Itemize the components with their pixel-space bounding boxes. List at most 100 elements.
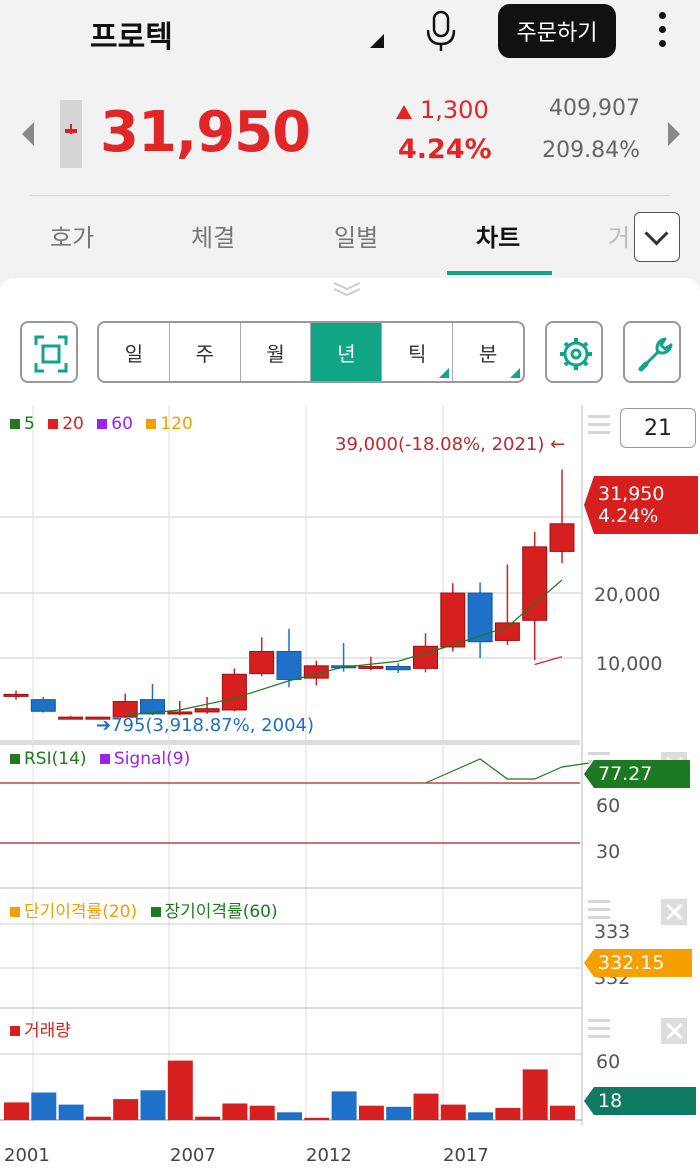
panel-separator <box>0 740 580 745</box>
volume-bar <box>522 1069 548 1120</box>
ma-legend-60: 60 <box>111 414 133 434</box>
rsi-legend-label: RSI(14) <box>24 749 87 769</box>
volume-bar <box>413 1093 439 1120</box>
menu-icon[interactable] <box>588 900 610 924</box>
candle-body <box>249 651 275 675</box>
chart-settings-button[interactable] <box>545 321 603 383</box>
candlestick-chart[interactable] <box>0 405 700 1173</box>
volume-bar <box>85 1116 111 1120</box>
volume-bar <box>440 1104 466 1120</box>
ma20-line <box>534 656 563 666</box>
disparity-current-flag: 332.15 <box>584 949 692 977</box>
candle-count-field[interactable]: 21 <box>620 408 696 448</box>
period-month[interactable]: 월 <box>241 323 312 381</box>
mini-candle-icon <box>60 100 82 168</box>
volume-bar <box>249 1105 275 1120</box>
order-button[interactable]: 주문하기 <box>498 4 616 58</box>
candle-body <box>85 716 111 720</box>
volume-tick: 60 <box>596 1051 621 1073</box>
volume-bar <box>386 1106 412 1120</box>
period-minute[interactable]: 분 <box>453 323 523 381</box>
volume-percent: 209.84% <box>542 138 640 163</box>
candle-body <box>358 665 384 669</box>
min-annotation-text: 795(3,918.87%, 2004) <box>111 715 315 736</box>
microphone-icon[interactable] <box>423 10 459 52</box>
price-change: 1,300 <box>420 96 489 124</box>
candle-body <box>140 699 165 715</box>
volume-value: 409,907 <box>549 96 640 121</box>
fullscreen-button[interactable] <box>20 321 78 383</box>
collapse-handle-icon[interactable] <box>332 280 362 298</box>
menu-icon[interactable] <box>588 415 610 439</box>
active-tab-indicator <box>447 271 552 275</box>
up-triangle-icon <box>396 105 412 119</box>
rsi-tick: 30 <box>596 841 621 863</box>
disparity-current-value: 332.15 <box>598 952 665 974</box>
close-icon[interactable] <box>661 1018 687 1044</box>
chevron-down-icon[interactable] <box>634 212 680 262</box>
volume-current-flag: 18 <box>584 1087 696 1115</box>
tab-daily[interactable]: 일별 <box>334 224 379 252</box>
period-week[interactable]: 주 <box>170 323 241 381</box>
candle-body <box>522 546 548 621</box>
current-price-flag-value: 31,950 <box>598 483 665 505</box>
volume-bar <box>140 1090 166 1120</box>
candle-body <box>194 708 220 713</box>
rsi-current-flag: 77.27 <box>584 760 690 788</box>
candle-body <box>221 673 247 711</box>
period-year[interactable]: 년 <box>311 323 383 381</box>
volume-bar <box>222 1103 248 1120</box>
candle-body <box>494 622 520 641</box>
volume-bar <box>468 1112 494 1120</box>
candle-body <box>467 592 493 643</box>
volume-bar <box>195 1116 221 1120</box>
x-axis-label: 2007 <box>170 1145 216 1166</box>
volume-bar <box>550 1105 575 1120</box>
tab-trades[interactable]: 체결 <box>191 224 236 252</box>
rsi-signal-label: Signal(9) <box>113 749 191 769</box>
volume-bar <box>277 1112 302 1120</box>
menu-icon[interactable] <box>588 1019 610 1043</box>
stock-title[interactable]: 프로텍 <box>90 20 173 55</box>
next-stock-icon[interactable] <box>668 122 680 146</box>
y-tick: 10,000 <box>596 653 663 675</box>
volume-bar <box>31 1092 57 1120</box>
gear-icon <box>560 338 592 370</box>
volume-bar <box>358 1105 384 1120</box>
candle-body <box>58 716 84 720</box>
divider <box>30 195 670 196</box>
volume-bar <box>304 1117 330 1120</box>
rsi-current-value: 77.27 <box>598 763 653 785</box>
prev-stock-icon[interactable] <box>22 122 34 146</box>
period-selector[interactable]: 일 주 월 년 틱 분 <box>97 321 525 383</box>
tab-more-partial[interactable]: 거 <box>608 224 631 252</box>
candle-body <box>167 711 193 715</box>
long-disparity-label: 장기이격률(60) <box>164 902 278 922</box>
max-annotation: 39,000(-18.08%, 2021) ← <box>335 434 566 455</box>
disparity-legend: 단기이격률(20) 장기이격률(60) <box>10 897 278 922</box>
fullscreen-icon <box>34 335 68 373</box>
tab-orderbook[interactable]: 호가 <box>50 224 95 252</box>
caret-down-icon[interactable] <box>370 34 384 48</box>
candle-body <box>549 523 575 552</box>
period-tick[interactable]: 틱 <box>382 323 454 381</box>
candle-body <box>413 645 438 669</box>
short-disparity-label: 단기이격률(20) <box>24 902 138 922</box>
current-price-flag-pct: 4.24% <box>598 505 659 527</box>
candle-body <box>30 699 56 712</box>
volume-bar <box>331 1091 357 1120</box>
indicator-tools-button[interactable] <box>623 321 681 383</box>
more-options-icon[interactable] <box>652 12 672 52</box>
candle-body <box>276 651 302 680</box>
current-price-flag: 31,950 4.24% <box>584 476 698 534</box>
chart-area[interactable] <box>0 405 700 1173</box>
period-day[interactable]: 일 <box>99 323 170 381</box>
x-axis-label: 2012 <box>306 1145 352 1166</box>
close-icon[interactable] <box>661 899 687 925</box>
tab-chart[interactable]: 차트 <box>476 224 521 252</box>
ma5-line <box>125 579 563 716</box>
volume-bar <box>58 1104 84 1120</box>
volume-current-value: 18 <box>598 1090 623 1112</box>
chart-panel <box>0 278 700 1173</box>
ma-legend: 5 20 60 120 <box>10 414 193 434</box>
